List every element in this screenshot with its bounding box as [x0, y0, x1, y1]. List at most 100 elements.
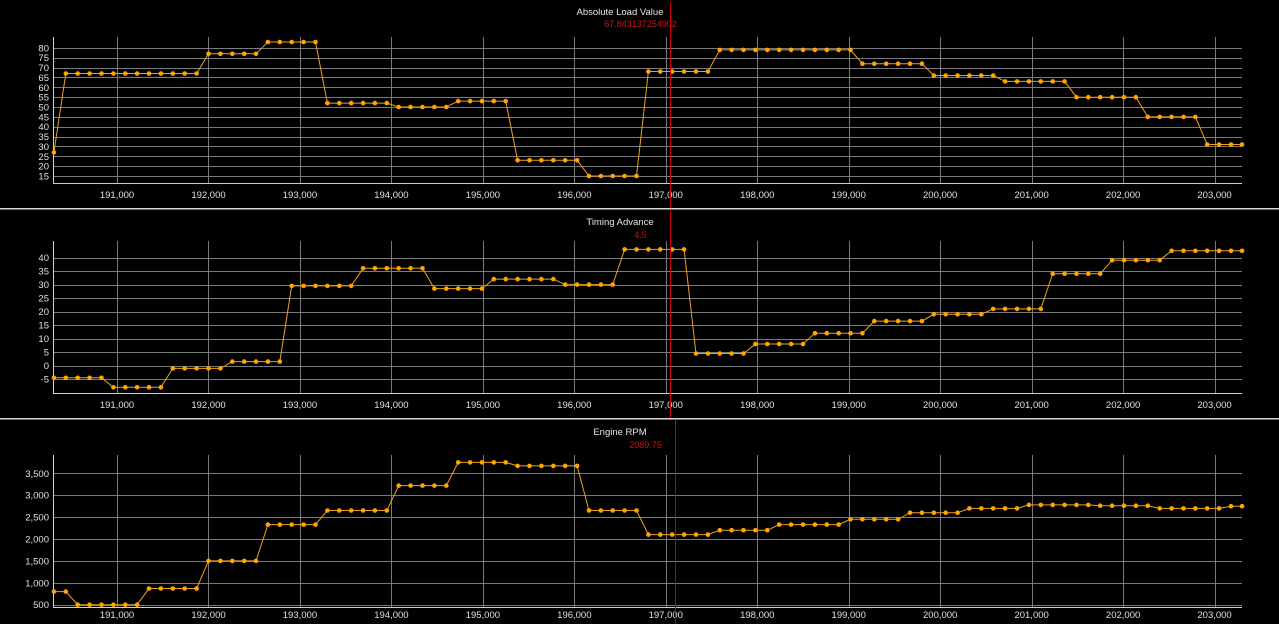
data-point: [1038, 502, 1044, 508]
y-tick-label: 15: [38, 172, 49, 183]
data-point: [111, 385, 116, 390]
data-point: [646, 247, 651, 252]
data-point: [170, 366, 176, 371]
data-point: [872, 61, 877, 66]
data-point: [919, 510, 925, 515]
y-tick-label: 30: [38, 280, 49, 291]
data-point: [788, 522, 794, 527]
data-point: [182, 71, 187, 76]
x-tick-label: 202,000: [1106, 190, 1140, 201]
data-point: [99, 375, 104, 381]
data-point: [1216, 248, 1222, 254]
data-point: [539, 158, 544, 163]
data-point: [622, 247, 627, 252]
data-point: [134, 602, 140, 607]
data-point: [1181, 248, 1186, 254]
data-point: [622, 508, 627, 513]
data-point: [527, 158, 532, 163]
data-point: [776, 47, 782, 53]
y-tick-label: 500: [33, 600, 49, 611]
data-point: [979, 312, 984, 317]
data-point: [562, 463, 568, 469]
data-point: [1193, 114, 1198, 120]
data-point: [824, 47, 830, 53]
data-point: [836, 330, 841, 336]
data-point: [1239, 503, 1245, 509]
y-tick-label: 75: [38, 53, 49, 64]
data-point: [586, 508, 592, 513]
data-point: [134, 385, 140, 390]
data-point: [1074, 502, 1079, 508]
x-tick-label: 201,000: [1014, 400, 1048, 411]
data-point: [765, 527, 770, 533]
data-point: [479, 460, 485, 465]
data-point: [253, 51, 259, 57]
data-point: [907, 61, 913, 66]
data-point: [313, 39, 318, 45]
data-point: [967, 73, 972, 78]
y-tick-label: 60: [38, 83, 49, 94]
y-tick-label: 55: [38, 93, 49, 104]
data-point: [776, 341, 782, 347]
y-tick-label: 40: [38, 253, 49, 264]
data-point: [146, 385, 152, 390]
data-point: [360, 508, 366, 513]
data-point: [800, 47, 806, 53]
data-point: [75, 602, 80, 607]
x-tick-label: 192,000: [191, 190, 225, 201]
data-point: [241, 51, 247, 57]
x-tick-label: 191,000: [100, 400, 134, 411]
data-point: [693, 69, 699, 74]
data-point: [420, 104, 425, 110]
data-point: [301, 39, 306, 45]
data-point: [681, 532, 687, 537]
data-point: [325, 283, 330, 289]
chart-title: Timing Advance: [586, 217, 653, 228]
data-point: [574, 463, 580, 469]
data-point: [610, 173, 615, 179]
data-point: [539, 463, 544, 469]
data-point: [1062, 271, 1067, 277]
x-tick-label: 203,000: [1197, 190, 1231, 201]
data-point: [717, 47, 723, 53]
data-point: [729, 47, 734, 53]
chart-title: Absolute Load Value: [577, 7, 664, 18]
chart-title: Engine RPM: [593, 427, 646, 438]
data-point: [824, 522, 830, 527]
data-point: [551, 276, 556, 282]
data-point: [1204, 142, 1210, 147]
x-tick-label: 202,000: [1106, 610, 1140, 621]
x-tick-label: 200,000: [923, 400, 957, 411]
data-point: [372, 508, 378, 513]
data-point: [408, 266, 413, 271]
data-point: [1062, 79, 1067, 84]
data-point: [883, 517, 889, 522]
data-point: [146, 71, 152, 76]
y-tick-label: 50: [38, 103, 49, 114]
data-point: [1086, 271, 1091, 277]
data-point: [265, 522, 271, 527]
data-point: [1002, 506, 1008, 511]
data-point: [693, 532, 699, 537]
data-point: [1014, 506, 1020, 511]
data-point: [111, 71, 116, 76]
data-point: [1193, 248, 1198, 254]
data-point: [729, 527, 734, 533]
data-point: [753, 527, 758, 533]
x-tick-label: 203,000: [1197, 610, 1231, 621]
data-point: [491, 98, 497, 104]
data-point: [1121, 257, 1127, 263]
data-point: [776, 522, 782, 527]
data-point: [943, 510, 948, 515]
data-point: [1062, 502, 1067, 508]
x-tick-label: 192,000: [191, 400, 225, 411]
data-point: [812, 330, 818, 336]
data-point: [194, 366, 199, 371]
data-point: [800, 522, 806, 527]
data-point: [1228, 248, 1234, 254]
data-point: [658, 69, 663, 74]
data-point: [206, 51, 211, 57]
data-point: [1216, 142, 1222, 147]
y-tick-label: 35: [38, 132, 49, 143]
